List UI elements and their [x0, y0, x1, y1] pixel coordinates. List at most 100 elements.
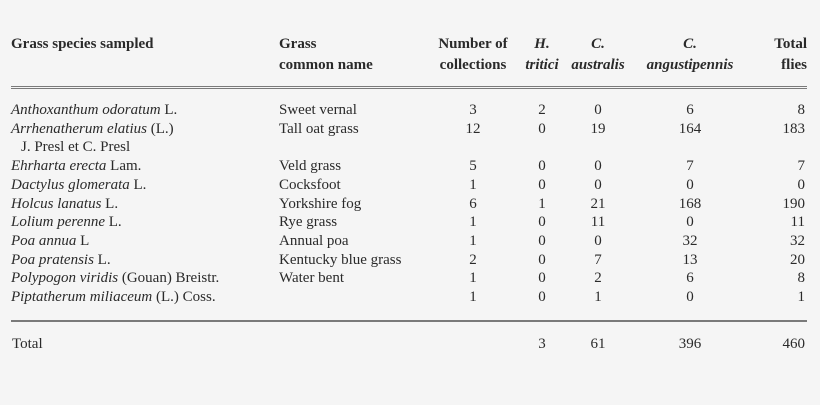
cell-collections: 1 [469, 176, 477, 193]
total-label: Total [11, 319, 279, 355]
header-h-tritici: H. tritici [519, 34, 565, 89]
cell-species: Piptatherum miliaceum (L.) Coss. [11, 289, 216, 306]
cell-common-name: Kentucky blue grass [279, 251, 402, 268]
table-header: Grass species sampled Grass common name N… [11, 34, 807, 89]
cell-species: Ehrharta erecta Lam. [11, 158, 142, 175]
cell-collections: 3 [469, 102, 477, 118]
cell-total: 1 [797, 289, 806, 306]
cell-c-australis: 0 [594, 232, 602, 249]
cell-species: Polypogon viridis (Gouan) Breistr. [11, 270, 220, 287]
cell-collections: 1 [469, 214, 477, 231]
cell-species: Holcus lanatus L. [11, 195, 119, 212]
cell-common-name [279, 288, 427, 321]
cell-c-australis: 7 [594, 251, 602, 268]
cell-species: Poa annua L [11, 232, 90, 249]
cell-total: 0 [797, 176, 806, 193]
grass-species-table: Grass species sampled Grass common name N… [11, 34, 807, 355]
table-row: Arrhenatherum elatius (L.) J. Presl et C.… [11, 120, 807, 157]
header-c-australis: C. australis [565, 34, 631, 89]
cell-collections: 5 [469, 158, 477, 175]
cell-c-angustipennis: 164 [678, 120, 702, 137]
cell-common-name: Yorkshire fog [279, 195, 362, 212]
cell-total: 20 [790, 251, 805, 268]
total-collections-empty [427, 319, 519, 355]
cell-h-tritici: 1 [538, 195, 546, 212]
cell-c-angustipennis: 6 [686, 270, 694, 287]
cell-total: 8 [797, 102, 806, 118]
cell-collections: 12 [465, 120, 481, 137]
cell-c-angustipennis: 168 [678, 195, 702, 212]
cell-total: 190 [782, 195, 806, 212]
cell-species: Anthoxanthum odoratum L. [11, 102, 178, 118]
cell-h-tritici: 0 [538, 270, 546, 287]
cell-total: 32 [790, 232, 805, 249]
cell-c-australis: 0 [594, 102, 602, 118]
cell-collections: 2 [469, 251, 477, 268]
table-row: Anthoxanthum odoratum L. Sweet vernal 3 … [11, 88, 807, 120]
species-author-continuation: J. Presl et C. Presl [21, 139, 131, 156]
total-flies: 460 [749, 319, 807, 355]
cell-c-australis: 21 [590, 195, 606, 212]
header-common-name: Grass common name [279, 34, 427, 89]
table-row: Poa pratensis L. Kentucky blue grass 2 0… [11, 251, 807, 270]
table-row: Lolium perenne L. Rye grass 1 0 11 0 11 [11, 213, 807, 232]
table-row: Ehrharta erecta Lam. Veld grass 5 0 0 7 … [11, 157, 807, 176]
cell-c-angustipennis: 0 [686, 289, 694, 306]
total-common-empty [279, 319, 427, 355]
table-row: Dactylus glomerata L. Cocksfoot 1 0 0 0 … [11, 176, 807, 195]
header-c-angustipennis: C. angustipennis [631, 34, 749, 89]
cell-c-angustipennis: 13 [682, 251, 698, 268]
cell-common-name: Rye grass [279, 214, 338, 231]
cell-common-name: Veld grass [279, 158, 342, 175]
cell-common-name: Sweet vernal [279, 102, 357, 118]
cell-c-australis: 0 [594, 158, 602, 175]
cell-h-tritici: 0 [538, 232, 546, 249]
total-c-angustipennis: 396 [631, 319, 749, 355]
header-species: Grass species sampled [11, 34, 279, 89]
cell-collections: 1 [469, 289, 477, 306]
cell-h-tritici: 0 [538, 120, 546, 137]
cell-h-tritici: 0 [538, 176, 546, 193]
cell-c-angustipennis: 7 [686, 158, 694, 175]
header-total-flies: Total flies [749, 34, 807, 89]
cell-collections: 6 [469, 195, 477, 212]
cell-total: 8 [797, 270, 806, 287]
header-collections: Number of collections [427, 34, 519, 89]
cell-species: Poa pratensis L. [11, 251, 111, 268]
cell-c-australis: 1 [594, 289, 602, 306]
cell-species: Arrhenatherum elatius (L.) J. Presl et C.… [11, 120, 279, 157]
cell-h-tritici: 2 [538, 102, 546, 118]
cell-collections: 1 [469, 270, 477, 287]
cell-total: 7 [797, 158, 806, 175]
cell-h-tritici: 0 [538, 158, 546, 175]
cell-h-tritici: 0 [538, 289, 546, 306]
table-row: Holcus lanatus L. Yorkshire fog 6 1 21 1… [11, 195, 807, 214]
cell-c-angustipennis: 32 [682, 232, 698, 249]
cell-total: 183 [782, 120, 806, 137]
cell-common-name: Tall oat grass [279, 120, 359, 137]
species-table-container: Grass species sampled Grass common name N… [11, 34, 807, 355]
table-row: Poa annua L Annual poa 1 0 0 32 32 [11, 232, 807, 251]
cell-c-angustipennis: 0 [686, 176, 694, 193]
cell-common-name: Annual poa [279, 232, 349, 249]
cell-c-australis: 11 [590, 214, 606, 231]
cell-c-australis: 0 [594, 176, 602, 193]
table-footer: Total 3 61 396 460 [11, 319, 807, 355]
cell-h-tritici: 0 [538, 251, 546, 268]
total-c-australis: 61 [565, 319, 631, 355]
table-body: Anthoxanthum odoratum L. Sweet vernal 3 … [11, 88, 807, 321]
table-row: Polypogon viridis (Gouan) Breistr. Water… [11, 269, 807, 288]
cell-c-australis: 2 [594, 270, 602, 287]
cell-total: 11 [790, 214, 805, 231]
cell-collections: 1 [469, 232, 477, 249]
cell-c-australis: 19 [590, 120, 606, 137]
table-row: Piptatherum miliaceum (L.) Coss. 1 0 1 0… [11, 288, 807, 321]
cell-common-name: Cocksfoot [279, 176, 341, 193]
total-h-tritici: 3 [519, 319, 565, 355]
cell-c-angustipennis: 0 [686, 214, 694, 231]
cell-c-angustipennis: 6 [686, 102, 694, 118]
cell-species: Lolium perenne L. [11, 214, 122, 231]
cell-h-tritici: 0 [538, 214, 546, 231]
cell-common-name: Water bent [279, 270, 345, 287]
cell-species: Dactylus glomerata L. [11, 176, 147, 193]
